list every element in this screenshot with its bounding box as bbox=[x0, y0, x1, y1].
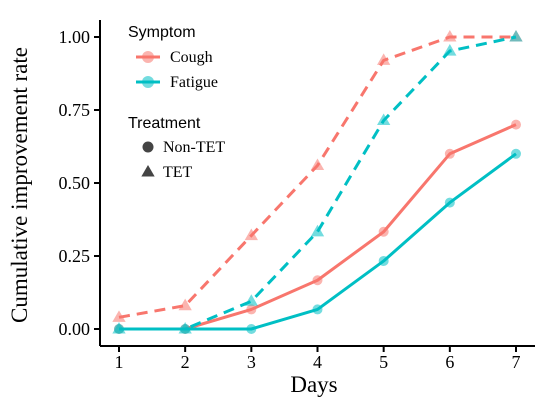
data-point bbox=[244, 228, 258, 241]
legend-triangle-icon bbox=[141, 165, 155, 177]
data-point bbox=[377, 113, 391, 126]
axes bbox=[99, 20, 535, 347]
data-point bbox=[378, 226, 389, 237]
data-point bbox=[378, 255, 389, 266]
data-point bbox=[112, 310, 126, 322]
x-tick-label: 3 bbox=[247, 352, 256, 372]
series-layer bbox=[112, 30, 523, 334]
data-point bbox=[246, 324, 257, 334]
legend-treatment-entries: Non-TET TET bbox=[141, 139, 225, 181]
data-point bbox=[310, 224, 325, 237]
y-tick-label: 1.00 bbox=[59, 27, 91, 47]
data-point bbox=[511, 148, 521, 159]
data-point bbox=[178, 322, 192, 334]
data-point bbox=[443, 44, 457, 56]
data-point bbox=[377, 53, 391, 65]
data-point bbox=[511, 119, 521, 130]
series-fatigue-tet bbox=[112, 30, 523, 334]
data-point bbox=[244, 294, 258, 306]
data-point bbox=[112, 322, 126, 334]
legend-swatch-marker bbox=[142, 76, 154, 88]
y-tick-label: 0.50 bbox=[59, 173, 91, 193]
x-tick-label: 4 bbox=[313, 352, 322, 372]
legend-label-fatigue: Fatigue bbox=[170, 74, 218, 91]
x-tick-label: 6 bbox=[445, 352, 454, 372]
y-axis-title: Cumulative improvement rate bbox=[7, 47, 32, 323]
data-point bbox=[444, 148, 455, 159]
legend: Symptom Cough Fatigue Treatment Non-TET TE… bbox=[128, 24, 225, 181]
data-point bbox=[444, 197, 455, 208]
x-ticks: 1 2 3 4 5 6 7 bbox=[115, 346, 521, 372]
legend-symptom-entries: Cough Fatigue bbox=[136, 49, 218, 91]
x-tick-label: 7 bbox=[512, 352, 521, 372]
data-point bbox=[443, 30, 457, 42]
legend-circle-icon bbox=[142, 141, 154, 153]
legend-label-cough: Cough bbox=[170, 49, 213, 66]
legend-label-tet: TET bbox=[163, 164, 193, 181]
y-tick-label: 0.75 bbox=[59, 100, 91, 120]
legend-swatch-marker bbox=[142, 51, 154, 63]
y-ticks: 0.00 0.25 0.50 0.75 1.00 bbox=[59, 27, 100, 339]
x-tick-label: 2 bbox=[181, 352, 190, 372]
y-tick-label: 0.00 bbox=[59, 319, 91, 339]
data-point bbox=[246, 304, 257, 315]
data-point bbox=[310, 158, 325, 171]
legend-treatment-title: Treatment bbox=[128, 115, 201, 132]
y-tick-label: 0.25 bbox=[59, 246, 91, 266]
x-tick-label: 1 bbox=[115, 352, 124, 372]
x-axis-title: Days bbox=[290, 372, 337, 397]
data-point bbox=[312, 275, 323, 286]
data-point bbox=[509, 30, 523, 42]
legend-label-non-tet: Non-TET bbox=[163, 139, 225, 156]
data-point bbox=[312, 304, 323, 315]
legend-symptom-title: Symptom bbox=[128, 24, 196, 41]
x-tick-label: 5 bbox=[379, 352, 388, 372]
data-point bbox=[178, 298, 192, 311]
